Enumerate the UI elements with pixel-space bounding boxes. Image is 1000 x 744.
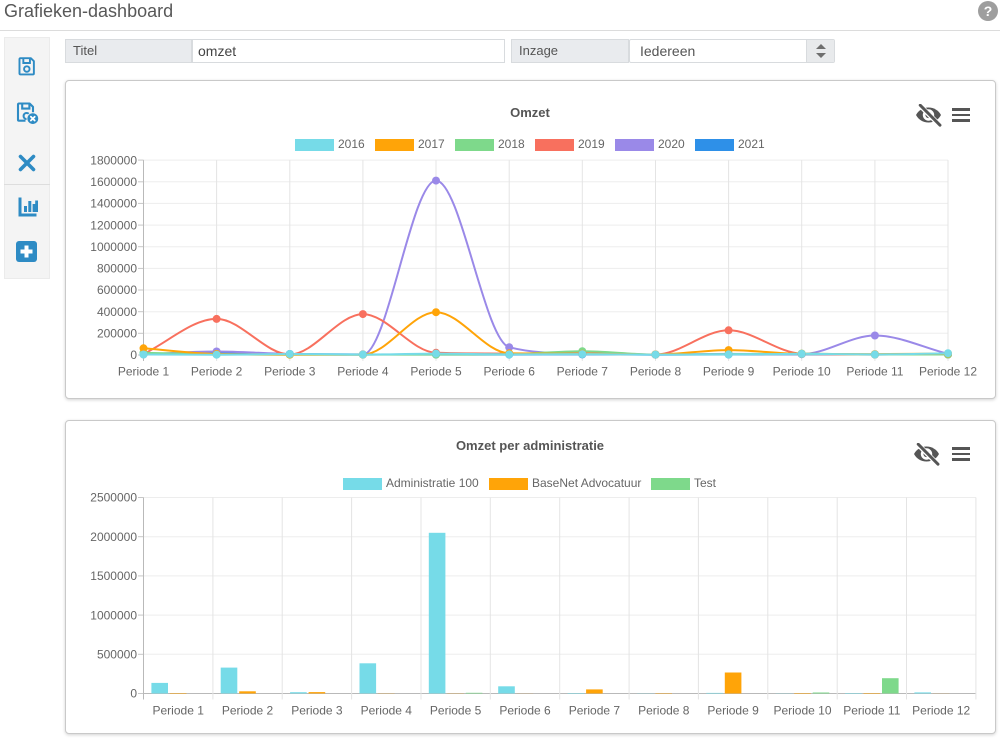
svg-text:Periode 5: Periode 5 [410, 365, 462, 379]
svg-text:Periode 3: Periode 3 [291, 704, 343, 718]
svg-text:Periode 9: Periode 9 [703, 365, 755, 379]
svg-text:Periode 6: Periode 6 [484, 365, 536, 379]
svg-text:200000: 200000 [97, 327, 137, 341]
svg-text:Periode 7: Periode 7 [569, 704, 621, 718]
svg-text:Periode 8: Periode 8 [638, 704, 690, 718]
svg-text:1200000: 1200000 [90, 218, 137, 232]
svg-text:Periode 4: Periode 4 [361, 704, 413, 718]
svg-text:Periode 1: Periode 1 [153, 704, 205, 718]
svg-text:2000000: 2000000 [90, 530, 137, 544]
svg-text:Periode 4: Periode 4 [337, 365, 389, 379]
svg-text:1600000: 1600000 [90, 175, 137, 189]
svg-text:500000: 500000 [97, 648, 137, 662]
svg-text:0: 0 [130, 687, 137, 701]
svg-text:Periode 11: Periode 11 [846, 365, 903, 379]
svg-text:1000000: 1000000 [90, 608, 137, 622]
svg-text:0: 0 [130, 348, 137, 362]
svg-text:Periode 10: Periode 10 [773, 365, 831, 379]
svg-text:Periode 10: Periode 10 [773, 704, 831, 718]
svg-text:Periode 8: Periode 8 [630, 365, 682, 379]
svg-text:Periode 12: Periode 12 [912, 704, 970, 718]
svg-text:400000: 400000 [97, 305, 137, 319]
svg-text:Periode 11: Periode 11 [843, 704, 900, 718]
svg-text:2500000: 2500000 [90, 491, 137, 505]
svg-text:Periode 12: Periode 12 [919, 365, 977, 379]
svg-text:Periode 9: Periode 9 [707, 704, 759, 718]
svg-text:1000000: 1000000 [90, 240, 137, 254]
svg-text:600000: 600000 [97, 283, 137, 297]
svg-text:800000: 800000 [97, 262, 137, 276]
svg-text:1400000: 1400000 [90, 197, 137, 211]
svg-text:1800000: 1800000 [90, 153, 137, 167]
svg-text:Periode 2: Periode 2 [191, 365, 243, 379]
svg-text:Periode 3: Periode 3 [264, 365, 316, 379]
svg-text:Periode 7: Periode 7 [557, 365, 609, 379]
svg-text:Periode 2: Periode 2 [222, 704, 274, 718]
svg-text:Periode 1: Periode 1 [118, 365, 170, 379]
svg-text:Periode 6: Periode 6 [499, 704, 551, 718]
svg-text:Periode 5: Periode 5 [430, 704, 482, 718]
svg-text:1500000: 1500000 [90, 569, 137, 583]
